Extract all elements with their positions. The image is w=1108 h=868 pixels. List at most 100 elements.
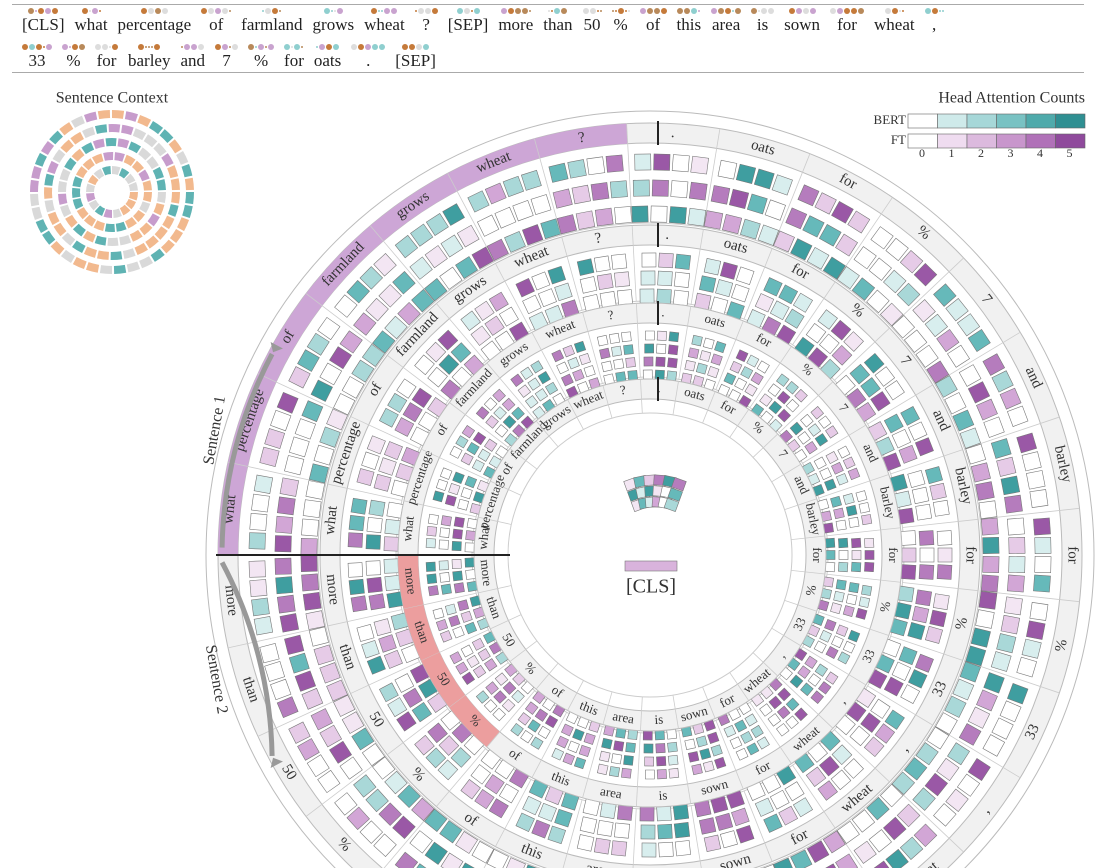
context-segment [72, 257, 87, 270]
attention-cell [874, 366, 896, 387]
attention-cell [936, 564, 953, 580]
attention-cell [427, 513, 439, 525]
token[interactable]: wheat [874, 6, 915, 34]
token-divider [370, 225, 436, 303]
token-highlight [306, 225, 384, 306]
attention-cell [319, 662, 341, 684]
token[interactable]: oats [314, 42, 341, 70]
attention-cell [666, 728, 678, 740]
attention-cell [470, 325, 492, 346]
context-segment [71, 115, 85, 128]
token[interactable]: farmland [241, 6, 303, 34]
attention-cell [424, 841, 448, 865]
attention-cell [913, 823, 938, 848]
token[interactable]: % [248, 42, 275, 70]
attention-cell [474, 300, 495, 321]
token[interactable]: what [75, 6, 108, 34]
token[interactable]: [SEP] [395, 42, 436, 70]
token[interactable]: of [201, 6, 232, 34]
attention-cell [956, 313, 981, 337]
token[interactable]: than [543, 6, 573, 34]
sentence-label: Sentence 1 [200, 394, 229, 466]
context-segment [50, 240, 65, 255]
token-divider [772, 153, 811, 247]
attention-cell [1007, 405, 1029, 427]
attention-cell [378, 802, 402, 826]
ring-token: oats [683, 384, 707, 404]
token-text: for [96, 51, 117, 70]
token[interactable]: for [830, 6, 864, 34]
attention-cell [784, 308, 805, 329]
attention-cell [907, 622, 926, 641]
token[interactable]: barley [128, 42, 170, 70]
token[interactable]: of [639, 6, 667, 34]
attention-cell [789, 674, 804, 689]
token-divider [495, 779, 532, 847]
attention-cell [511, 406, 525, 421]
legend-tick: 5 [1067, 146, 1073, 160]
attention-cell [644, 343, 655, 354]
token[interactable]: more [498, 6, 533, 34]
attention-cell [365, 297, 389, 322]
token[interactable]: for [95, 42, 118, 70]
token[interactable]: % [62, 42, 85, 70]
attention-cell [843, 331, 864, 352]
attention-cell [527, 377, 541, 391]
sentence-arrow-head [270, 757, 283, 769]
ring-token: for [1065, 546, 1081, 564]
context-segment [148, 120, 164, 135]
token-text: grows [312, 15, 355, 34]
attention-cell [863, 352, 885, 374]
token[interactable]: [CLS] [22, 6, 65, 34]
attention-cell [440, 583, 452, 595]
token-text: [SEP] [395, 51, 436, 70]
attention-cell [731, 283, 750, 303]
attention-cell [498, 783, 519, 804]
token[interactable]: this [677, 6, 701, 34]
attention-cell [485, 681, 499, 695]
token-text: for [837, 15, 857, 34]
token[interactable]: is [751, 6, 775, 34]
token[interactable]: area [711, 6, 742, 34]
token[interactable]: and [180, 42, 205, 70]
attention-cell [308, 626, 329, 647]
token[interactable]: % [611, 6, 630, 34]
token[interactable]: . [351, 42, 386, 70]
token[interactable]: for [284, 42, 304, 70]
attention-cell [767, 383, 782, 397]
token-highlight [218, 462, 248, 556]
token[interactable]: percentage [118, 6, 191, 34]
attention-cell [426, 525, 438, 537]
token[interactable]: ? [414, 6, 438, 34]
token[interactable]: 7 [215, 42, 239, 70]
attention-cell [583, 732, 596, 745]
attention-cell [494, 206, 517, 229]
attention-cell [394, 851, 419, 868]
token[interactable]: wheat [364, 6, 405, 34]
token[interactable]: [SEP] [448, 6, 488, 34]
token[interactable]: , [924, 6, 944, 34]
attention-cell [983, 416, 1005, 438]
token[interactable]: grows [312, 6, 355, 34]
token[interactable]: 33 [22, 42, 52, 70]
attention-dots [316, 42, 340, 52]
attention-cell [456, 224, 480, 248]
attention-cell [831, 344, 853, 366]
context-segment [58, 193, 68, 205]
attention-cell [776, 723, 790, 737]
attention-dots [884, 6, 904, 16]
attention-cell [898, 646, 918, 666]
attention-cell [924, 313, 948, 338]
attention-cell [656, 343, 667, 354]
context-segment [146, 156, 159, 170]
token-divider [447, 173, 495, 262]
token[interactable]: sown [784, 6, 820, 34]
context-segment [142, 180, 152, 191]
token-divider [602, 385, 613, 419]
attention-cell [284, 634, 305, 655]
attention-cell [1008, 555, 1026, 574]
token[interactable]: 50 [582, 6, 602, 34]
attention-cell [824, 618, 837, 632]
attention-cell [847, 467, 861, 481]
attention-cell [402, 687, 423, 708]
